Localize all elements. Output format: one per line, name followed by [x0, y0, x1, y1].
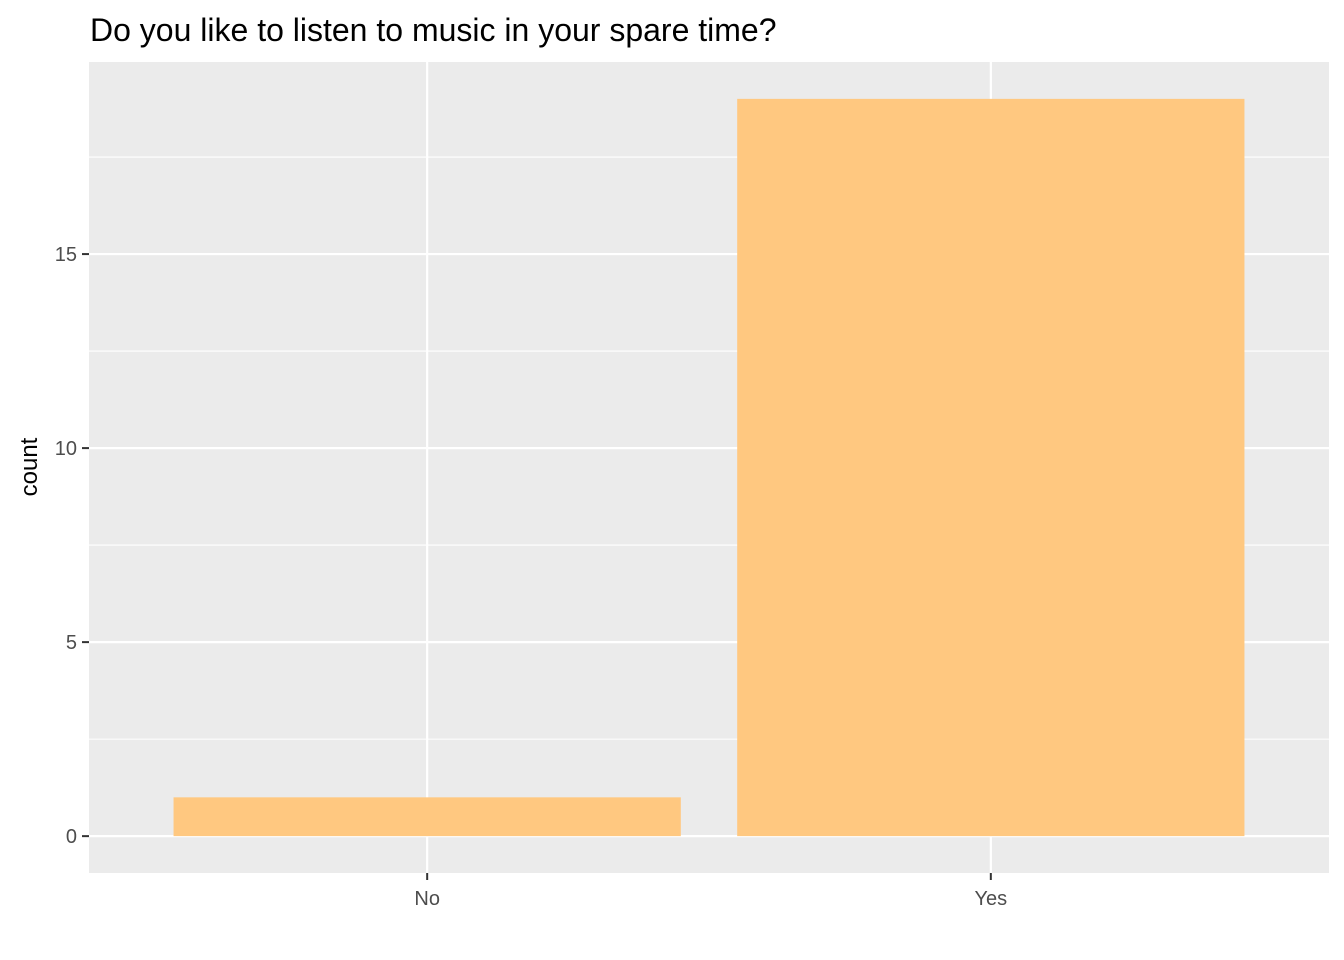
y-tick-label: 10 — [55, 438, 77, 460]
y-tick-label: 15 — [55, 244, 77, 266]
x-axis: No Yes — [414, 873, 1007, 910]
y-axis-title: count — [16, 437, 43, 496]
chart-title: Do you like to listen to music in your s… — [90, 12, 777, 48]
bar-yes — [737, 98, 1245, 837]
bar-no — [173, 797, 681, 837]
y-tick-label: 5 — [66, 632, 77, 654]
bars — [173, 98, 1245, 837]
x-tick-label: Yes — [974, 888, 1007, 910]
x-tick-label: No — [414, 888, 440, 910]
y-tick-label: 0 — [66, 826, 77, 848]
y-axis: 0 5 10 15 — [55, 244, 89, 848]
